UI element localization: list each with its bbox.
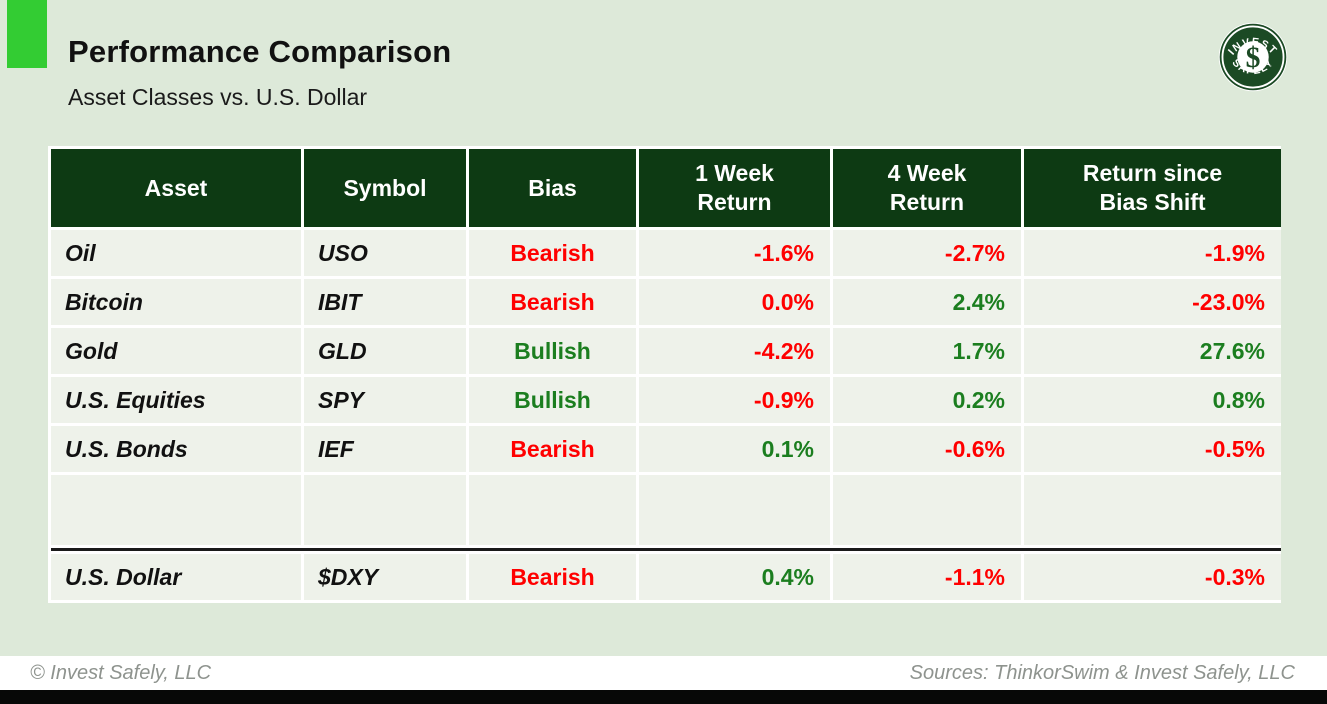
4-week-return-cell-us-bonds: -0.6% (833, 426, 1021, 472)
symbol-cell-gld: GLD (304, 328, 466, 374)
green-accent-square (7, 0, 47, 68)
blank-cell (51, 475, 301, 545)
1-week-return-cell-us-bonds: 0.1% (639, 426, 830, 472)
sources-text: Sources: ThinkorSwim & Invest Safely, LL… (909, 662, 1295, 684)
bias-cell-us-dollar: Bearish (469, 554, 636, 600)
symbol-cell-ibit: IBIT (304, 279, 466, 325)
bias-cell-us-equities: Bullish (469, 377, 636, 423)
1-week-return-cell-bitcoin: 0.0% (639, 279, 830, 325)
invest-safely-logo-icon: INVEST SAFELY $ ™ (1218, 22, 1288, 92)
logo-trademark: ™ (1266, 65, 1272, 71)
symbol-cell-uso: USO (304, 230, 466, 276)
blank-cell (833, 475, 1021, 545)
return-since-bias-shift-cell-us-equities: 0.8% (1024, 377, 1281, 423)
return-since-bias-shift-cell-us-bonds: -0.5% (1024, 426, 1281, 472)
4-week-return-cell-us-equities: 0.2% (833, 377, 1021, 423)
invest-safely-logo: INVEST SAFELY $ ™ (1216, 20, 1290, 94)
4-week-return-cell-oil: -2.7% (833, 230, 1021, 276)
bias-cell-us-bonds: Bearish (469, 426, 636, 472)
column-header-symbol: Symbol (304, 149, 466, 227)
bottom-bar (0, 690, 1327, 704)
column-header-4-week-return: 4 Week Return (833, 149, 1021, 227)
bias-cell-gold: Bullish (469, 328, 636, 374)
blank-cell (304, 475, 466, 545)
footer-strip (0, 656, 1327, 690)
bias-cell-oil: Bearish (469, 230, 636, 276)
1-week-return-cell-gold: -4.2% (639, 328, 830, 374)
logo-inner-circle (1237, 41, 1269, 73)
return-since-bias-shift-cell-gold: 27.6% (1024, 328, 1281, 374)
dollar-row-separator-line (51, 548, 1281, 551)
return-since-bias-shift-cell-bitcoin: -23.0% (1024, 279, 1281, 325)
column-header-return-since-bias-shift: Return since Bias Shift (1024, 149, 1281, 227)
return-since-bias-shift-cell-oil: -1.9% (1024, 230, 1281, 276)
asset-cell-gold: Gold (51, 328, 301, 374)
asset-cell-bitcoin: Bitcoin (51, 279, 301, 325)
1-week-return-cell-oil: -1.6% (639, 230, 830, 276)
4-week-return-cell-gold: 1.7% (833, 328, 1021, 374)
blank-cell (469, 475, 636, 545)
logo-dollar-monogram: $ (1246, 42, 1261, 74)
column-header-bias: Bias (469, 149, 636, 227)
1-week-return-cell-us-dollar: 0.4% (639, 554, 830, 600)
asset-cell-oil: Oil (51, 230, 301, 276)
symbol-cell-dxy: $DXY (304, 554, 466, 600)
blank-cell (1024, 475, 1281, 545)
performance-table: Asset Symbol Bias 1 Week Return 4 Week R… (48, 146, 1281, 603)
1-week-return-cell-us-equities: -0.9% (639, 377, 830, 423)
symbol-cell-ief: IEF (304, 426, 466, 472)
page-subtitle: Asset Classes vs. U.S. Dollar (68, 84, 368, 110)
4-week-return-cell-bitcoin: 2.4% (833, 279, 1021, 325)
bias-cell-bitcoin: Bearish (469, 279, 636, 325)
symbol-cell-spy: SPY (304, 377, 466, 423)
blank-cell (639, 475, 830, 545)
copyright-text: © Invest Safely, LLC (30, 662, 212, 684)
asset-cell-us-dollar: U.S. Dollar (51, 554, 301, 600)
4-week-return-cell-us-dollar: -1.1% (833, 554, 1021, 600)
return-since-bias-shift-cell-us-dollar: -0.3% (1024, 554, 1281, 600)
page-title: Performance Comparison (68, 34, 452, 69)
column-header-asset: Asset (51, 149, 301, 227)
asset-cell-us-equities: U.S. Equities (51, 377, 301, 423)
asset-cell-us-bonds: U.S. Bonds (51, 426, 301, 472)
column-header-1-week-return: 1 Week Return (639, 149, 830, 227)
